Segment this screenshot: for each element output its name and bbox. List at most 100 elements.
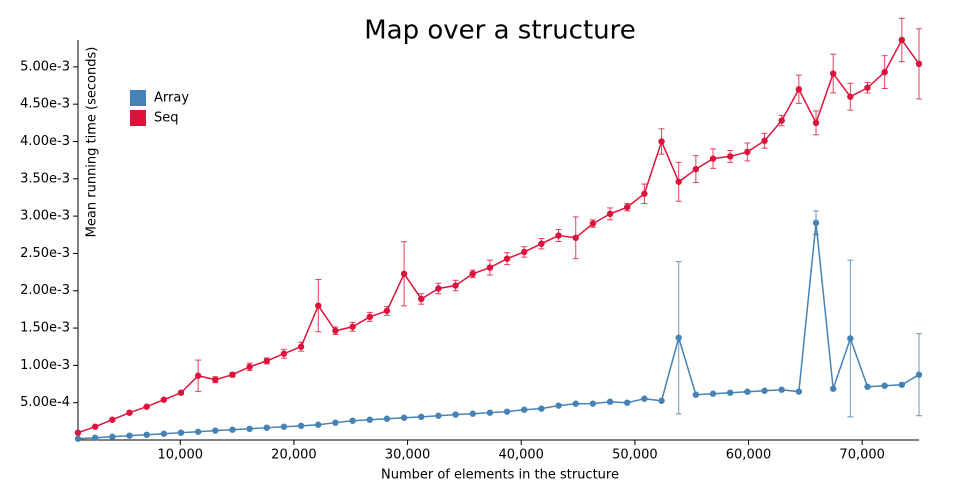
- legend-swatch: [130, 90, 146, 106]
- y-tick-label: 5.00e-3: [20, 59, 70, 74]
- data-point: [486, 264, 494, 271]
- data-point: [297, 343, 305, 350]
- data-point: [692, 165, 700, 173]
- data-point: [555, 402, 562, 409]
- data-point: [709, 155, 717, 162]
- data-point: [589, 400, 597, 407]
- data-point: [761, 387, 768, 394]
- x-tick-label: 20,000: [271, 448, 317, 463]
- data-point: [91, 434, 99, 441]
- data-point: [898, 381, 906, 388]
- data-point: [280, 350, 288, 357]
- legend-label: Seq: [154, 111, 179, 126]
- data-point: [332, 419, 339, 426]
- chart-title: Map over a structure: [364, 16, 636, 46]
- data-point: [177, 429, 185, 436]
- data-point: [486, 409, 494, 416]
- data-point: [795, 388, 803, 395]
- data-point: [194, 372, 202, 379]
- data-point: [435, 412, 442, 419]
- data-point: [658, 138, 665, 145]
- data-point: [418, 295, 425, 303]
- legend-swatch: [130, 110, 146, 126]
- data-point: [521, 248, 528, 256]
- data-point: [229, 371, 236, 378]
- data-point: [606, 398, 614, 405]
- data-point: [349, 323, 356, 330]
- data-point: [469, 410, 476, 417]
- y-tick-label: 3.00e-3: [20, 209, 70, 224]
- data-point: [109, 416, 116, 423]
- data-point: [383, 415, 391, 422]
- x-tick-label: 60,000: [726, 448, 772, 463]
- data-point: [864, 383, 871, 390]
- data-point: [572, 234, 579, 241]
- data-point: [503, 255, 511, 262]
- data-point: [624, 399, 631, 406]
- data-point: [212, 427, 219, 434]
- data-point: [297, 422, 305, 430]
- y-tick-label: 4.50e-3: [20, 97, 70, 112]
- data-point: [280, 423, 288, 430]
- data-point: [143, 431, 150, 438]
- data-point: [864, 84, 871, 91]
- y-tick-label: 5.00e-4: [20, 395, 70, 410]
- data-point: [349, 417, 356, 424]
- y-tick-label: 4.00e-3: [20, 134, 70, 149]
- data-point: [315, 302, 322, 309]
- data-point: [658, 397, 665, 404]
- data-point: [641, 395, 648, 402]
- data-point: [503, 408, 511, 415]
- data-point: [418, 413, 425, 421]
- data-point: [795, 86, 803, 93]
- data-point: [263, 424, 270, 431]
- data-point: [126, 409, 133, 416]
- data-point: [812, 119, 820, 127]
- data-point: [383, 307, 391, 315]
- data-point: [675, 334, 682, 341]
- legend-label: Array: [154, 91, 189, 106]
- x-tick-label: 40,000: [498, 448, 544, 463]
- data-point: [74, 435, 82, 442]
- data-point: [829, 70, 837, 77]
- data-point: [160, 430, 168, 437]
- data-point: [91, 423, 99, 430]
- data-point: [624, 203, 631, 211]
- data-point: [812, 219, 820, 227]
- data-point: [709, 390, 717, 397]
- data-point: [109, 433, 116, 440]
- y-tick-label: 2.00e-3: [20, 283, 70, 298]
- data-point: [881, 382, 888, 389]
- data-point: [435, 285, 442, 292]
- data-point: [675, 178, 682, 185]
- data-point: [727, 389, 734, 396]
- data-point: [212, 376, 219, 383]
- series-line: [77, 38, 920, 434]
- data-point: [744, 148, 751, 156]
- y-tick-label: 1.00e-3: [20, 358, 70, 373]
- data-point: [229, 426, 236, 433]
- x-tick-label: 30,000: [385, 448, 431, 463]
- x-tick-label: 50,000: [612, 448, 658, 463]
- y-tick-label: 1.50e-3: [20, 321, 70, 336]
- data-point: [778, 117, 785, 124]
- data-point: [521, 406, 528, 413]
- series-line: [77, 222, 920, 440]
- data-point: [847, 335, 854, 342]
- data-point: [74, 429, 82, 436]
- data-point: [452, 411, 459, 418]
- data-point: [589, 220, 597, 227]
- data-point: [881, 68, 888, 76]
- data-point: [778, 386, 785, 393]
- data-point: [847, 93, 854, 100]
- x-tick-label: 70,000: [839, 448, 885, 463]
- data-point: [160, 396, 168, 403]
- data-point: [143, 403, 150, 410]
- data-point: [572, 400, 579, 407]
- data-point: [400, 414, 408, 421]
- x-tick-label: 10,000: [158, 448, 204, 463]
- data-point: [744, 388, 751, 395]
- data-point: [915, 371, 923, 378]
- data-point: [263, 357, 270, 365]
